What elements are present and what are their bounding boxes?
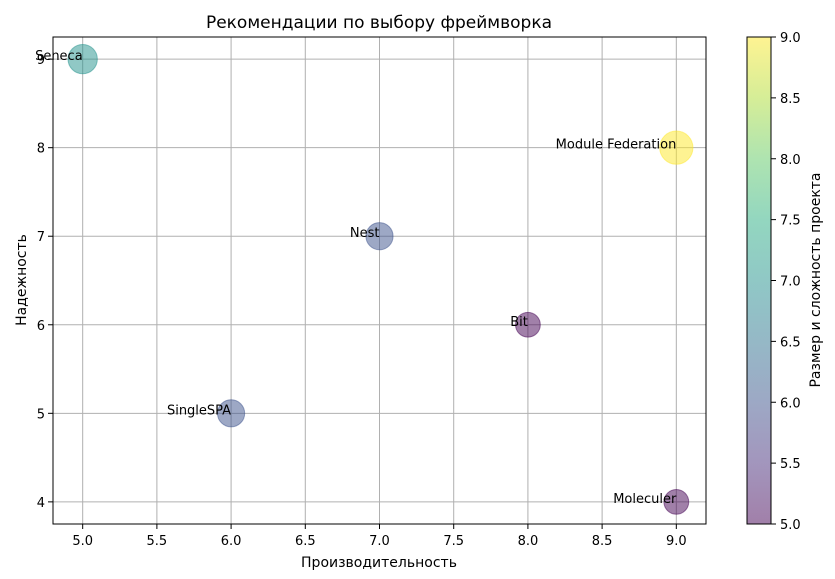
- data-points: [67, 43, 694, 515]
- y-axis-ticks: 4 5 6 7 8 9: [37, 53, 53, 511]
- chart-title: Рекомендации по выбору фреймворка: [206, 13, 552, 33]
- x-tick-label-6: 8.0: [518, 534, 539, 549]
- colorbar-tick-label-7: 8.5: [780, 92, 801, 107]
- grid-lines: [53, 37, 706, 524]
- x-tick-label-0: 5.0: [72, 534, 93, 549]
- y-tick-label-1: 5: [37, 407, 45, 422]
- colorbar-tick-label-8: 9.0: [780, 31, 801, 46]
- point-label-5: Moleculer: [613, 492, 677, 507]
- point-label-4: Seneca: [35, 49, 83, 64]
- colorbar-tick-label-3: 6.5: [780, 335, 801, 350]
- x-axis-ticks: 5.0 5.5 6.0 6.5 7.0 7.5 8.0 8.5 9.0: [72, 524, 687, 549]
- colorbar-tick-label-2: 6.0: [780, 396, 801, 411]
- x-axis-label: Производительность: [301, 555, 457, 571]
- colorbar-tick-label-1: 5.5: [780, 457, 801, 472]
- y-tick-label-2: 6: [37, 319, 45, 334]
- point-label-0: Module Federation: [556, 138, 677, 153]
- y-axis-label: Надежность: [14, 234, 30, 326]
- x-tick-label-1: 5.5: [147, 534, 168, 549]
- y-tick-label-0: 4: [37, 496, 45, 511]
- point-label-2: Bit: [510, 315, 528, 330]
- point-labels: Module Federation SingleSPA Bit Nest Seneca M…: [35, 49, 677, 507]
- point-3: [365, 222, 394, 251]
- x-tick-label-3: 6.5: [295, 534, 316, 549]
- point-5: [663, 488, 690, 515]
- y-tick-label-4: 8: [37, 142, 45, 157]
- x-tick-label-4: 7.0: [369, 534, 390, 549]
- point-4: [67, 43, 98, 75]
- point-2: [515, 311, 541, 338]
- x-tick-label-2: 6.0: [221, 534, 242, 549]
- colorbar-tick-label-0: 5.0: [780, 518, 801, 533]
- x-tick-label-7: 8.5: [592, 534, 613, 549]
- colorbar: [746, 36, 772, 525]
- point-label-3: Nest: [350, 226, 380, 241]
- colorbar-label: Размер и сложность проекта: [808, 172, 824, 387]
- colorbar-ticks: 5.0 5.5 6.0 6.5 7.0 7.5 8.0 8.5 9.0: [771, 31, 801, 533]
- point-label-1: SingleSPA: [167, 403, 231, 418]
- colorbar-tick-label-5: 7.5: [780, 214, 801, 229]
- colorbar-tick-label-4: 7.0: [780, 275, 801, 290]
- point-0: [659, 130, 694, 165]
- x-tick-label-5: 7.5: [443, 534, 464, 549]
- x-tick-label-8: 9.0: [666, 534, 687, 549]
- y-tick-label-3: 7: [37, 230, 45, 245]
- colorbar-tick-label-6: 8.0: [780, 153, 801, 168]
- y-tick-label-5: 9: [37, 53, 45, 68]
- point-1: [217, 399, 246, 428]
